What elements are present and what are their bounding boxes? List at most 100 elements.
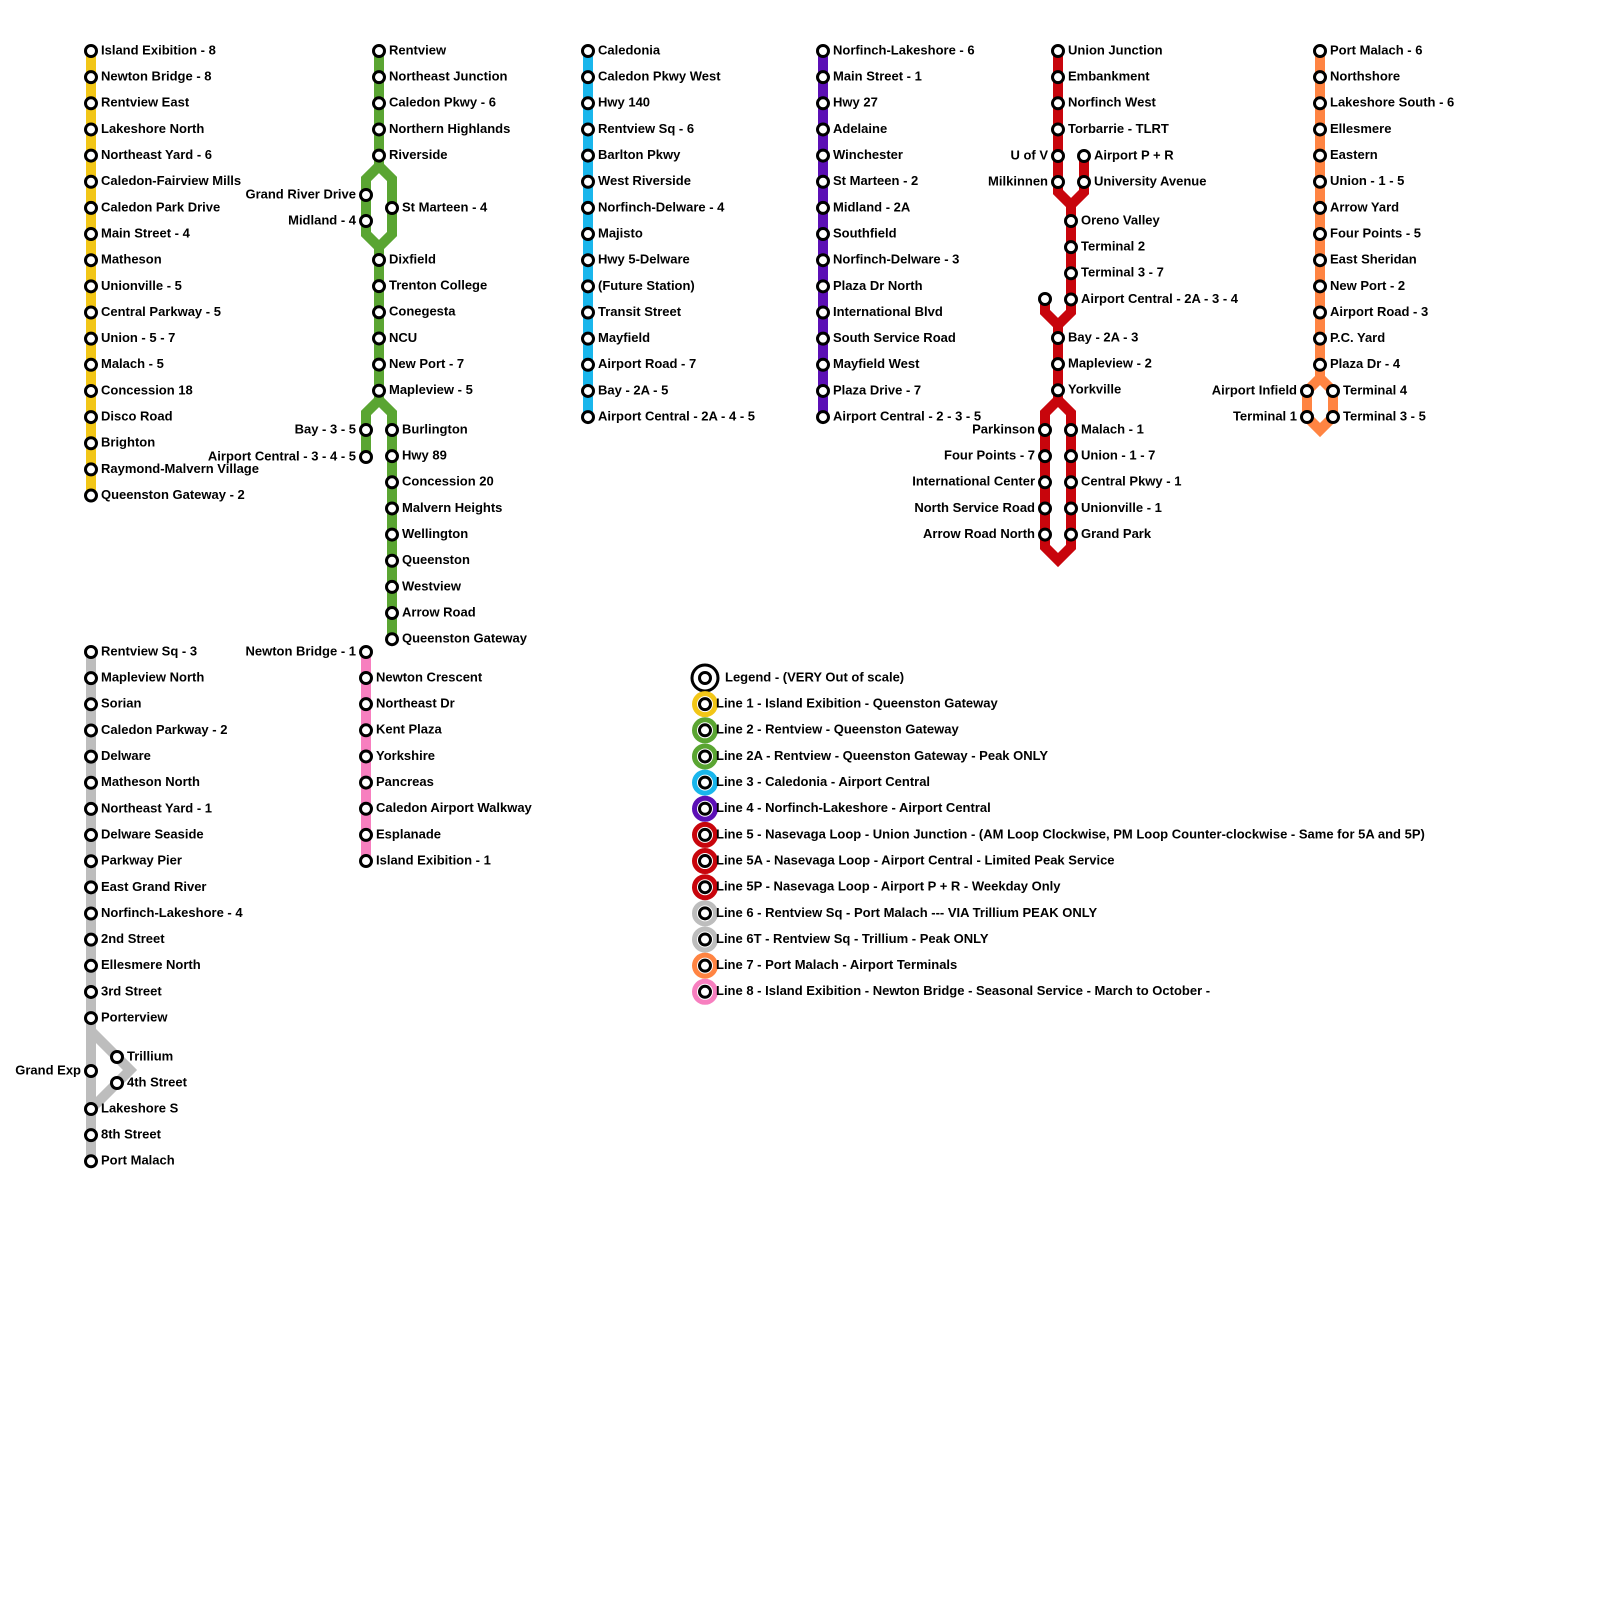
- station: [84, 96, 98, 111]
- station-label: Midland - 2A: [833, 199, 911, 214]
- station-label: New Port - 7: [389, 356, 464, 371]
- station-label: Sorian: [101, 696, 142, 711]
- station: [372, 383, 386, 398]
- station-label: 4th Street: [127, 1074, 188, 1089]
- station: [1038, 449, 1052, 464]
- station-label: Unionville - 1: [1081, 500, 1162, 515]
- station-label: Raymond-Malvern Village: [101, 461, 259, 476]
- station: [1038, 527, 1052, 542]
- station: [84, 854, 98, 869]
- station-label: Hwy 27: [833, 95, 878, 110]
- station: [816, 44, 830, 58]
- station: [698, 984, 712, 999]
- track: [1067, 156, 1089, 209]
- station-label: Parkinson: [972, 421, 1035, 436]
- station-label: Northeast Yard - 1: [101, 800, 212, 815]
- station-label: Mapleview - 2: [1068, 356, 1152, 371]
- station-label: Newton Bridge - 8: [101, 69, 212, 84]
- station-label: Torbarrie - TLRT: [1068, 121, 1169, 136]
- station: [1064, 527, 1078, 542]
- station: [1064, 501, 1078, 516]
- station-label: International Blvd: [833, 304, 943, 319]
- station-label: Adelaine: [833, 121, 887, 136]
- station: [1051, 149, 1065, 163]
- station: [1326, 384, 1340, 398]
- station-label: Transit Street: [598, 304, 682, 319]
- legend-entry: Line 1 - Island Exibition - Queenston Ga…: [716, 696, 998, 711]
- legend-entry: Line 3 - Caledonia - Airport Central: [716, 774, 930, 789]
- station: [1051, 357, 1065, 372]
- station: [816, 410, 830, 425]
- station: [385, 449, 399, 464]
- station: [1038, 292, 1052, 306]
- station: [1038, 423, 1052, 437]
- station: [385, 606, 399, 621]
- station: [385, 527, 399, 542]
- station: [372, 96, 386, 111]
- station: [1064, 475, 1078, 490]
- station-label: (Future Station): [598, 278, 695, 293]
- station-label: Norfinch-Delware - 3: [833, 252, 959, 267]
- station-label: Terminal 2: [1081, 239, 1145, 254]
- station-label: Matheson: [101, 252, 162, 267]
- station-label: Airport Infield: [1212, 382, 1297, 397]
- station: [581, 44, 595, 58]
- station-label: International Center: [912, 474, 1035, 489]
- station-label: Grand River Drive: [245, 186, 356, 201]
- legend-entry: Line 4 - Norfinch-Lakeshore - Airport Ce…: [716, 800, 991, 815]
- station-label: Main Street - 1: [833, 69, 922, 84]
- station: [84, 279, 98, 294]
- station: [359, 188, 373, 202]
- station-label: Northeast Junction: [389, 69, 508, 84]
- station-label: University Avenue: [1094, 173, 1206, 188]
- station: [84, 801, 98, 816]
- station-label: Barlton Pkwy: [598, 147, 681, 162]
- station-label: Mayfield: [598, 330, 650, 345]
- station: [816, 305, 830, 320]
- station: [1038, 475, 1052, 490]
- station: [359, 450, 373, 464]
- station-label: Rentview: [389, 42, 447, 57]
- station-label: U of V: [1010, 147, 1048, 162]
- station-label: Grand Exp: [15, 1062, 81, 1077]
- track: [1040, 392, 1076, 568]
- station: [581, 383, 595, 398]
- legend-entry: Line 6 - Rentview Sq - Port Malach --- V…: [716, 905, 1097, 920]
- station-label: Norfinch West: [1068, 95, 1157, 110]
- station-label: Caledon Park Drive: [101, 199, 220, 214]
- station: [84, 488, 98, 503]
- station-label: Northeast Dr: [376, 696, 455, 711]
- station: [385, 553, 399, 568]
- station-label: Bay - 3 - 5: [295, 421, 356, 436]
- station-label: Northeast Yard - 6: [101, 147, 212, 162]
- station: [581, 227, 595, 242]
- station-label: Rentview Sq - 3: [101, 643, 197, 658]
- station: [1051, 383, 1065, 398]
- station-label: Terminal 4: [1343, 382, 1408, 397]
- station: [1064, 266, 1078, 281]
- station: [84, 880, 98, 895]
- station-label: Central Pkwy - 1: [1081, 474, 1181, 489]
- station-label: Ellesmere North: [101, 957, 201, 972]
- station: [581, 331, 595, 346]
- station-label: Terminal 1: [1233, 408, 1297, 423]
- station: [581, 122, 595, 137]
- station-label: West Riverside: [598, 173, 691, 188]
- legend-entry: Line 5 - Nasevaga Loop - Union Junction …: [716, 826, 1425, 841]
- station: [581, 148, 595, 163]
- station-label: Arrow Road: [402, 604, 476, 619]
- station: [359, 671, 373, 685]
- station: [1051, 122, 1065, 137]
- station-label: East Grand River: [101, 879, 207, 894]
- station: [84, 671, 98, 686]
- station-label: Rentview East: [101, 95, 190, 110]
- station: [84, 828, 98, 843]
- station: [84, 958, 98, 973]
- station-label: Island Exibition - 8: [101, 42, 216, 57]
- station-label: Airport P + R: [1094, 147, 1174, 162]
- station: [84, 410, 98, 425]
- station-label: Northern Highlands: [389, 121, 510, 136]
- station-label: Eastern: [1330, 147, 1378, 162]
- station: [359, 854, 373, 869]
- legend-entry: Line 2 - Rentview - Queenston Gateway: [716, 722, 959, 737]
